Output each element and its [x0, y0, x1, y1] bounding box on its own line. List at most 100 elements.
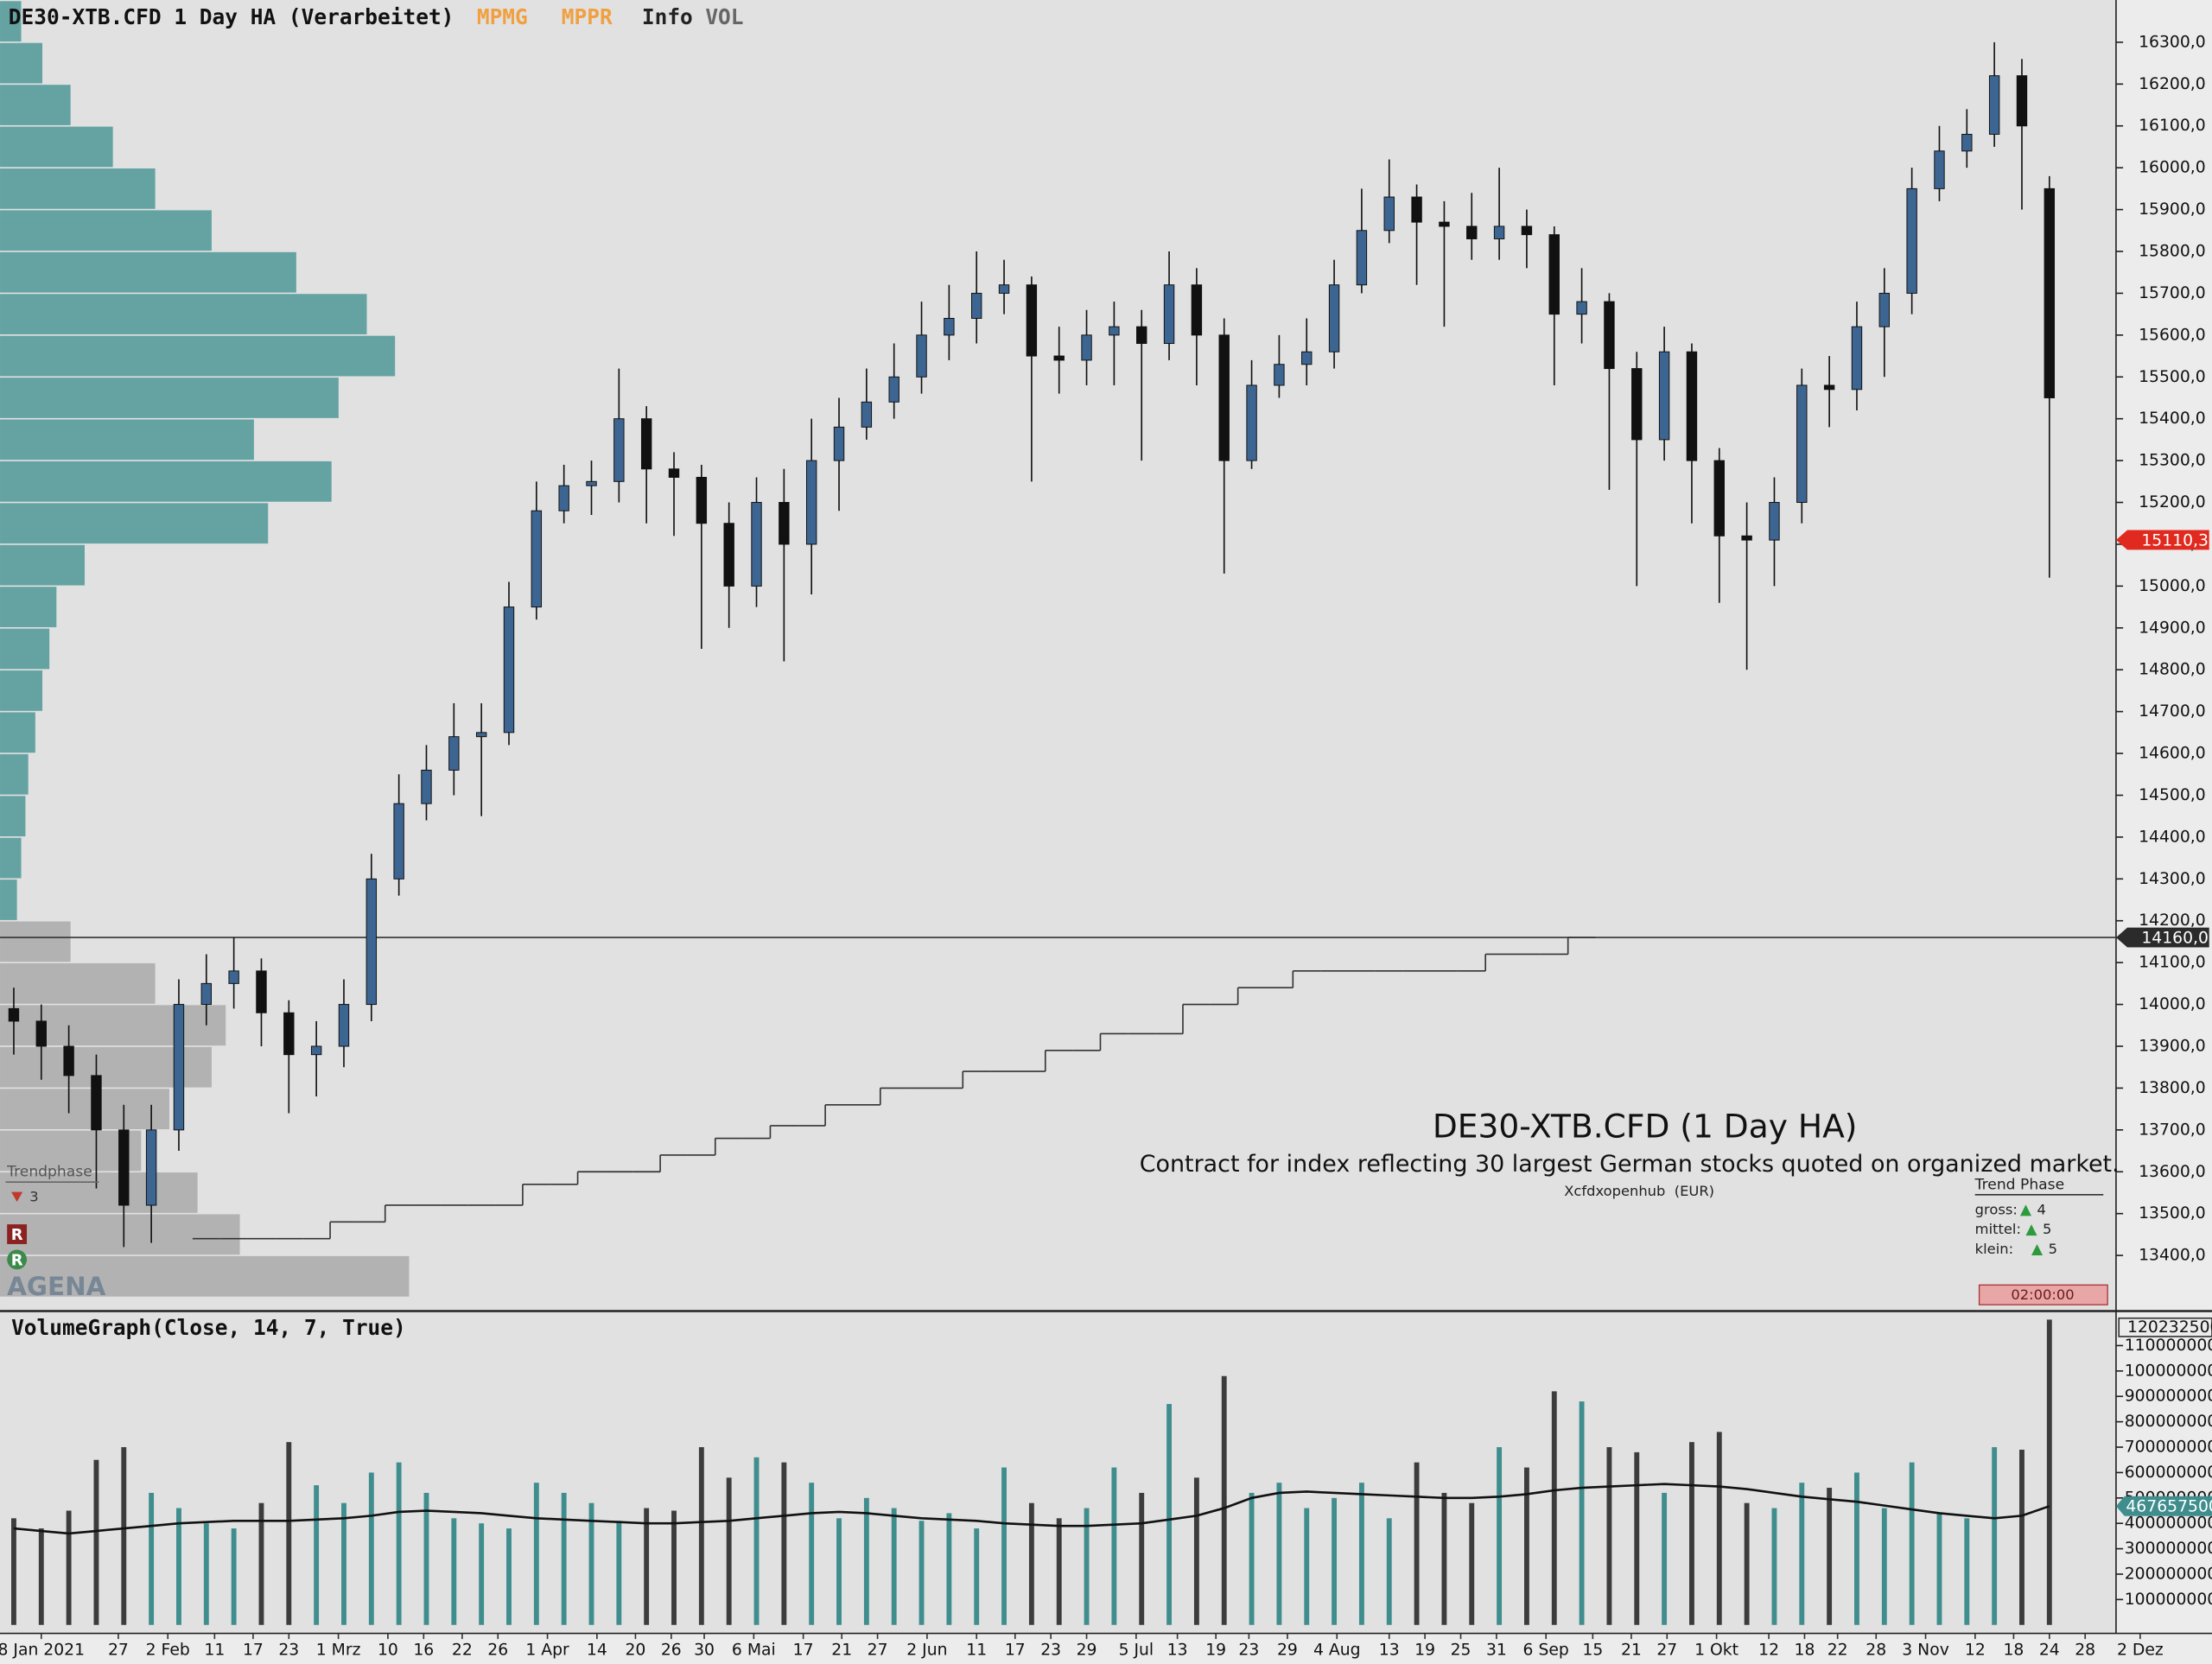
candle-body	[1988, 75, 2000, 135]
profile-bar	[0, 85, 71, 125]
x-tick-label: 5 Jul	[1119, 1642, 1154, 1660]
y-tick-label: 14300,0	[2139, 870, 2206, 888]
volume-average	[13, 1483, 2050, 1535]
volume-bar	[616, 1521, 622, 1625]
x-tick-label: 18	[1795, 1642, 1815, 1660]
candle-body	[1246, 384, 1257, 461]
volume-bar	[2046, 1319, 2052, 1625]
candle-body	[503, 607, 515, 734]
profile-bar	[0, 587, 57, 627]
x-tick-label: 23	[1040, 1642, 1061, 1660]
x-tick-label: 12	[1758, 1642, 1779, 1660]
up-arrow	[2025, 1224, 2037, 1236]
profile-bar	[0, 544, 85, 586]
y-tick-label: 16000,0	[2139, 159, 2206, 177]
volume-bar	[1304, 1508, 1310, 1625]
y-tick-label: 14500,0	[2139, 786, 2206, 804]
x-tick-label: 19	[1205, 1642, 1226, 1660]
x-tick-label: 28	[2075, 1642, 2095, 1660]
volume-bar	[93, 1459, 99, 1625]
trend-row-value: 5	[2049, 1241, 2057, 1257]
candle-body	[723, 523, 734, 587]
volume-bar	[533, 1483, 539, 1625]
volume-bar	[423, 1492, 429, 1625]
volume-bar	[588, 1502, 594, 1625]
profile-bar	[0, 251, 296, 293]
candle-body	[1218, 334, 1230, 461]
up-arrow	[2019, 1204, 2031, 1216]
trend-row-value: 4	[2037, 1201, 2046, 1217]
volume-bar	[1744, 1502, 1750, 1625]
candle-body	[1328, 284, 1340, 352]
candle-body	[2044, 187, 2056, 398]
volume-bar	[368, 1472, 374, 1625]
x-tick-label: 3 Nov	[1902, 1642, 1949, 1660]
x-tick-label: 2 Jun	[906, 1642, 947, 1660]
x-tick-label: 21	[831, 1642, 852, 1660]
x-tick-label: 19	[1414, 1642, 1435, 1660]
volume-bar	[863, 1497, 869, 1625]
candle-body	[613, 418, 625, 482]
candle-body	[1658, 351, 1670, 441]
volume-bar	[1469, 1502, 1475, 1625]
y-tick-label: 600000000	[2125, 1464, 2212, 1482]
candle-body	[338, 1004, 350, 1047]
marker-label: R	[11, 1226, 23, 1244]
trendphase-value: 3	[29, 1189, 38, 1205]
volume-bar	[1001, 1467, 1007, 1625]
x-tick-label: 22	[452, 1642, 473, 1660]
x-tick-label: 21	[1621, 1642, 1642, 1660]
volume-bar	[1716, 1432, 1722, 1625]
x-tick-label: 23	[278, 1642, 299, 1660]
candle-body	[1356, 230, 1368, 286]
volume-bar	[974, 1528, 980, 1625]
volume-bar	[1523, 1467, 1529, 1625]
x-tick-label: 23	[1238, 1642, 1259, 1660]
volume-bar	[726, 1477, 732, 1625]
profile-bar	[0, 1255, 410, 1297]
profile-bar	[0, 962, 156, 1004]
candle-body	[586, 480, 597, 486]
candle-body	[118, 1129, 130, 1206]
volume-bar	[1551, 1391, 1557, 1625]
volume-bar	[1084, 1508, 1090, 1625]
profile-bar	[0, 1005, 226, 1046]
timer: 02:00:00	[2011, 1286, 2074, 1303]
y-tick-label: 15300,0	[2139, 452, 2206, 470]
volume-bar	[314, 1485, 320, 1625]
candle-body	[91, 1075, 102, 1131]
timer-box	[1978, 1284, 2108, 1305]
candle-body	[1796, 384, 1808, 504]
candle-body	[1548, 234, 1560, 315]
profile-bar	[0, 1214, 240, 1255]
y-tick-label: 14100,0	[2139, 954, 2206, 972]
candle-body	[475, 732, 487, 738]
volume-bar	[1579, 1401, 1585, 1625]
y-tick-label: 13600,0	[2139, 1163, 2206, 1181]
axis-background	[2115, 0, 2212, 1664]
y-tick-label: 16300,0	[2139, 33, 2206, 51]
y-tick-label: 300000000	[2125, 1540, 2212, 1558]
candle-body	[971, 292, 982, 319]
y-tick-label: 15900,0	[2139, 200, 2206, 219]
candle-body	[1906, 187, 1917, 294]
volume-bar	[479, 1523, 485, 1625]
y-tick-label: 700000000	[2125, 1439, 2212, 1457]
profile-bar	[0, 503, 269, 544]
trend-row-value: 5	[2043, 1221, 2051, 1237]
volume-bar	[1332, 1497, 1338, 1625]
profile-bar	[0, 753, 29, 795]
candle-body	[1741, 535, 1752, 541]
profile-bar	[0, 1172, 198, 1213]
volume-bar	[561, 1492, 567, 1625]
volume-bar	[1881, 1508, 1887, 1625]
down-arrow	[11, 1191, 23, 1202]
y-tick-label: 14900,0	[2139, 619, 2206, 637]
y-tick-label: 14800,0	[2139, 661, 2206, 679]
candle-body	[640, 418, 652, 470]
profile-bar	[0, 42, 43, 84]
volume-bar	[2019, 1449, 2024, 1625]
trend-row-label: mittel:	[1975, 1221, 2021, 1237]
candle-body	[1493, 225, 1505, 239]
y-tick-label: 15500,0	[2139, 368, 2206, 386]
